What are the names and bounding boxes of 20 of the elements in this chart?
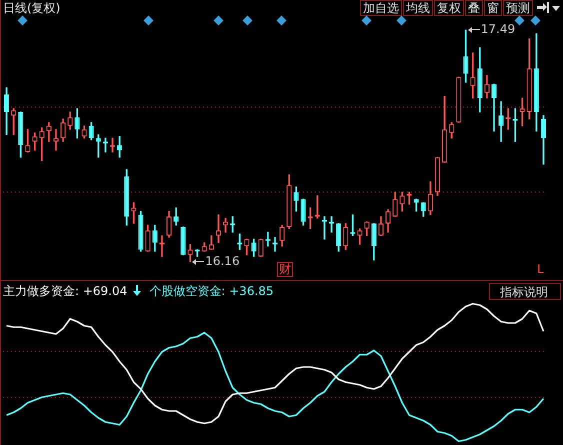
text: 均线: [403, 0, 433, 16]
candlestick: [46, 122, 52, 142]
candlestick: [216, 214, 222, 243]
text: 指标说明: [489, 283, 561, 300]
text: 复权: [434, 0, 464, 16]
text: 叠: [465, 0, 483, 16]
candlestick: [498, 101, 504, 142]
text: 预测: [503, 0, 533, 16]
text: 财: [279, 262, 291, 276]
candlestick: [53, 129, 59, 151]
annotation: 17.49: [480, 22, 516, 36]
text: 窗: [484, 0, 502, 16]
text: 个股做空资金: +36.85: [149, 284, 274, 298]
candlestick: [223, 218, 228, 232]
text: L: [537, 262, 544, 276]
annotation: 16.16: [205, 254, 240, 268]
text: 主力做多资金: +69.04: [3, 284, 128, 298]
text: 加自选: [360, 0, 402, 16]
chart-title: 日线(复权): [3, 1, 60, 15]
candlestick: [117, 136, 122, 158]
